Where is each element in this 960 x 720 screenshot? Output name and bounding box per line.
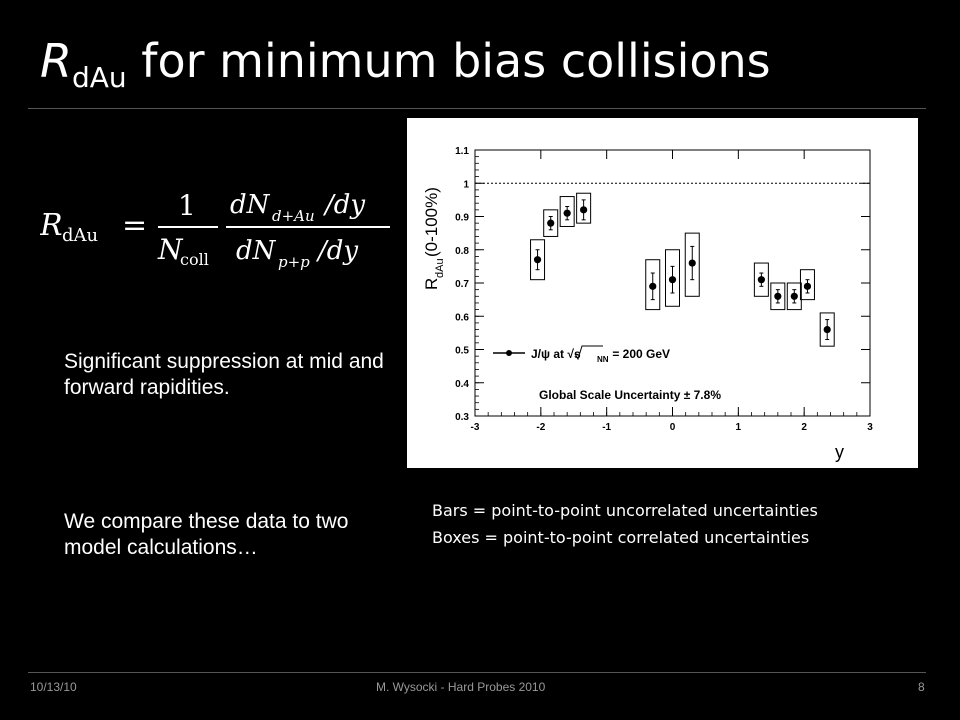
sys-box: [684, 232, 700, 297]
sys-box: [665, 249, 680, 307]
x-tick-label: -2: [536, 422, 545, 433]
sys-box: [786, 282, 802, 311]
slide-title: RdAu for minimum bias collisions: [40, 34, 771, 94]
y-axis-label: R dAu (0-100%): [422, 187, 446, 290]
sys-box: [799, 269, 815, 301]
sys-box: [530, 239, 546, 281]
rdau-chart: 0.3 0.4 0.5 0.6 0.7 0.8 0.9 1 1.1 -3 -2 -1 0 1 2 3 J/ψ…: [422, 146, 873, 462]
formula-lhs-sub: dAu: [62, 225, 98, 246]
data-point: [668, 276, 677, 284]
data-point: [563, 209, 571, 217]
data-point: [688, 259, 696, 267]
sys-box: [543, 209, 559, 237]
formula-equals: =: [122, 208, 147, 243]
formula-num: dN: [230, 190, 271, 220]
y-tick-label: 0.9: [455, 213, 469, 224]
title-divider: [28, 108, 926, 109]
y-tick-label: 0.8: [455, 246, 469, 257]
x-tick-label: -1: [602, 422, 611, 433]
data-point: [823, 325, 831, 334]
footer-author: M. Wysocki - Hard Probes 2010: [376, 680, 546, 694]
data-point: [649, 282, 657, 290]
footer-date: 10/13/10: [30, 680, 77, 694]
title-text: for minimum bias collisions: [126, 34, 771, 88]
data-points: [530, 192, 835, 347]
formula-den-tail: /dy: [315, 236, 358, 266]
rdau-formula: R dAu = 1 N coll dN d+Au /dy dN p+p /dy: [40, 189, 390, 271]
formula-lhs: R: [40, 208, 63, 243]
y-tick-label: 1.1: [455, 146, 469, 157]
x-tick-label: 3: [867, 422, 873, 433]
footer-page-number: 8: [918, 680, 925, 694]
y-tick-label: 0.3: [455, 412, 469, 423]
legend-label: J/ψ at √s: [531, 347, 581, 361]
x-tick-label: -3: [471, 422, 480, 433]
bullet-suppression: Significant suppression at mid and forwa…: [64, 350, 384, 399]
legend-marker: [506, 350, 512, 356]
sys-box: [753, 262, 769, 297]
data-point: [533, 256, 542, 264]
legend-label-sub: NN: [597, 355, 609, 364]
caption-bars: Bars = point-to-point uncorrelated uncer…: [432, 501, 818, 520]
formula-den: dN: [236, 236, 277, 266]
formula-num-sub: d+Au: [272, 207, 315, 225]
y-axis-label-main: R: [422, 278, 441, 290]
x-tick-label: 1: [736, 422, 742, 433]
formula-ncoll: N: [157, 233, 184, 266]
y-axis-label-tail: (0-100%): [422, 187, 441, 257]
rdau-plot: 0.3 0.4 0.5 0.6 0.7 0.8 0.9 1 1.1 -3 -2 -1 0 1 2 3 J/ψ…: [407, 118, 918, 468]
global-scale-annotation: Global Scale Uncertainty ± 7.8%: [539, 388, 721, 402]
y-tick-label: 0.7: [455, 279, 469, 290]
sys-box: [559, 196, 575, 227]
formula-num-tail: /dy: [322, 190, 365, 220]
bullet-compare: We compare these data to two model calcu…: [64, 510, 349, 559]
title-subscript: dAu: [71, 61, 127, 94]
sqrt-sign: [574, 345, 603, 361]
formula-one: 1: [178, 189, 196, 222]
x-tick-label: 2: [801, 422, 807, 433]
y-axis-label-sub: dAu: [434, 258, 446, 278]
caption-boxes: Boxes = point-to-point correlated uncert…: [432, 528, 810, 547]
formula-den-sub: p+p: [278, 253, 310, 271]
sys-box: [770, 282, 786, 311]
footer-divider: [28, 672, 926, 673]
y-tick-label: 0.6: [455, 312, 469, 323]
legend-label-tail: = 200 GeV: [609, 347, 670, 361]
y-tick-label: 0.5: [455, 346, 469, 357]
formula-ncoll-sub: coll: [180, 250, 209, 269]
data-point: [774, 292, 782, 300]
title-r: R: [40, 34, 72, 88]
sys-box: [576, 192, 592, 224]
data-point: [803, 282, 812, 290]
sys-box: [645, 259, 661, 311]
data-point: [790, 292, 798, 300]
data-point: [580, 206, 588, 214]
data-point: [757, 276, 765, 284]
data-point: [547, 219, 555, 227]
sys-box: [819, 312, 835, 347]
legend: J/ψ at √s NN = 200 GeV: [493, 345, 670, 364]
y-tick-label: 0.4: [455, 379, 469, 390]
y-tick-label: 1: [463, 179, 469, 190]
x-ticks: -3 -2 -1 0 1 2 3: [471, 150, 873, 433]
x-axis-label: y: [835, 442, 844, 462]
x-tick-label: 0: [670, 422, 676, 433]
